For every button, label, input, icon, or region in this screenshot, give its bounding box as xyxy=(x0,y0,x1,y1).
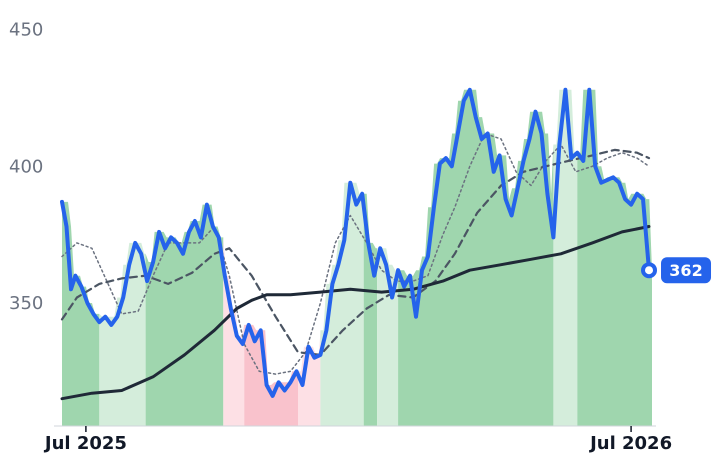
last-value-label: 362 xyxy=(669,261,702,280)
x-tick-label: Jul 2025 xyxy=(43,433,127,454)
x-axis: Jul 2025 Jul 2026 xyxy=(43,426,672,454)
last-value-badge xyxy=(661,257,712,284)
long-average-line xyxy=(60,225,651,401)
y-tick-label-450: 450 xyxy=(9,20,43,41)
band-strong-up-11 xyxy=(577,89,652,427)
last-value-dot xyxy=(641,262,658,279)
band-weak-up-6 xyxy=(320,182,364,426)
band-strong-down-4 xyxy=(244,324,298,426)
band-strong-up-0 xyxy=(62,201,100,426)
y-tick-label-400: 400 xyxy=(9,156,43,177)
band-weak-down-3 xyxy=(223,237,245,426)
y-axis: 350 400 450 xyxy=(9,20,43,314)
band-weak-up-1 xyxy=(99,242,146,426)
series-layer xyxy=(60,87,651,401)
y-tick-label-350: 350 xyxy=(9,293,43,314)
price-line xyxy=(60,87,651,398)
short-average-line xyxy=(61,132,650,375)
band-weak-up-10 xyxy=(553,89,578,427)
band-strong-up-2 xyxy=(145,204,224,426)
trend-bands xyxy=(62,89,652,427)
band-strong-up-7 xyxy=(363,193,378,426)
x-tick-label: Jul 2026 xyxy=(588,433,672,454)
last-value-marker: 362 xyxy=(641,257,712,284)
